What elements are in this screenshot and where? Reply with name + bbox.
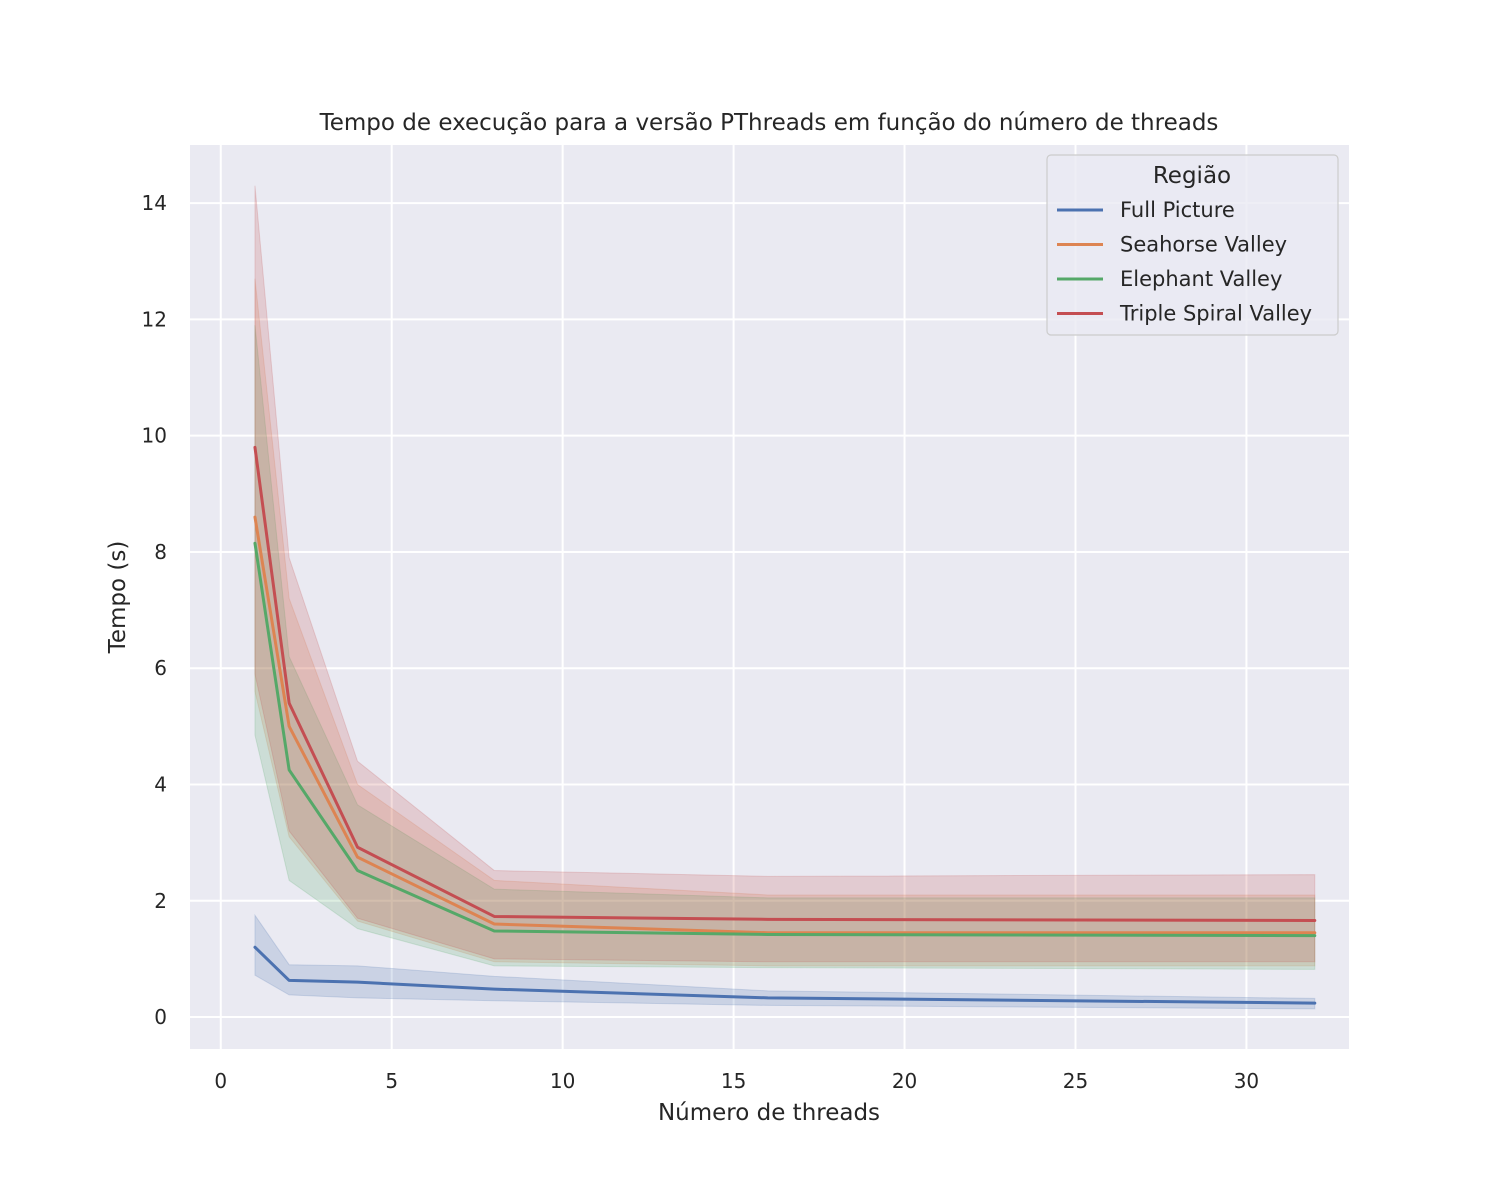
legend-label: Full Picture <box>1120 198 1235 222</box>
x-axis-ticks: 0 5 10 15 20 25 30 <box>214 1069 1259 1093</box>
x-tick-label: 20 <box>892 1069 917 1093</box>
band-series-1 <box>254 278 1316 967</box>
x-tick-label: 0 <box>214 1069 227 1093</box>
y-tick-label: 0 <box>154 1005 167 1029</box>
band-series-2 <box>254 325 1316 970</box>
x-tick-label: 15 <box>721 1069 746 1093</box>
legend-box <box>1046 154 1339 336</box>
confidence-bands <box>254 185 1316 1010</box>
y-tick-label: 6 <box>154 656 167 680</box>
grid <box>190 145 1349 1049</box>
y-tick-label: 12 <box>142 307 167 331</box>
x-tick-label: 10 <box>550 1069 575 1093</box>
x-tick-label: 5 <box>385 1069 398 1093</box>
x-tick-label: 25 <box>1063 1069 1088 1093</box>
y-tick-label: 14 <box>142 191 167 215</box>
legend-label: Elephant Valley <box>1120 267 1282 291</box>
legend-title: Região <box>1153 163 1231 189</box>
band-series-3 <box>254 185 1316 963</box>
y-axis-ticks: 0 2 4 6 8 10 12 14 <box>142 191 167 1029</box>
y-tick-label: 10 <box>142 424 167 448</box>
y-axis-label: Tempo (s) <box>105 541 131 655</box>
legend-label: Seahorse Valley <box>1120 233 1287 257</box>
legend: Região Full Picture Seahorse Valley Elepha… <box>1046 154 1339 336</box>
line-series-3 <box>253 445 1317 923</box>
y-tick-label: 8 <box>154 540 167 564</box>
x-tick-label: 30 <box>1234 1069 1259 1093</box>
band-series-0 <box>254 913 1316 1010</box>
series-lines <box>253 445 1317 1005</box>
line-series-0 <box>253 945 1317 1005</box>
line-series-1 <box>253 515 1317 935</box>
y-tick-label: 2 <box>154 889 167 913</box>
chart-title: Tempo de execução para a versão PThreads… <box>319 110 1219 136</box>
x-axis-label: Número de threads <box>658 1100 880 1126</box>
line-series-2 <box>253 541 1317 938</box>
y-tick-label: 4 <box>154 772 167 796</box>
legend-label: Triple Spiral Valley <box>1119 302 1312 326</box>
legend-items: Full Picture Seahorse Valley Elephant Vall… <box>1057 198 1312 326</box>
